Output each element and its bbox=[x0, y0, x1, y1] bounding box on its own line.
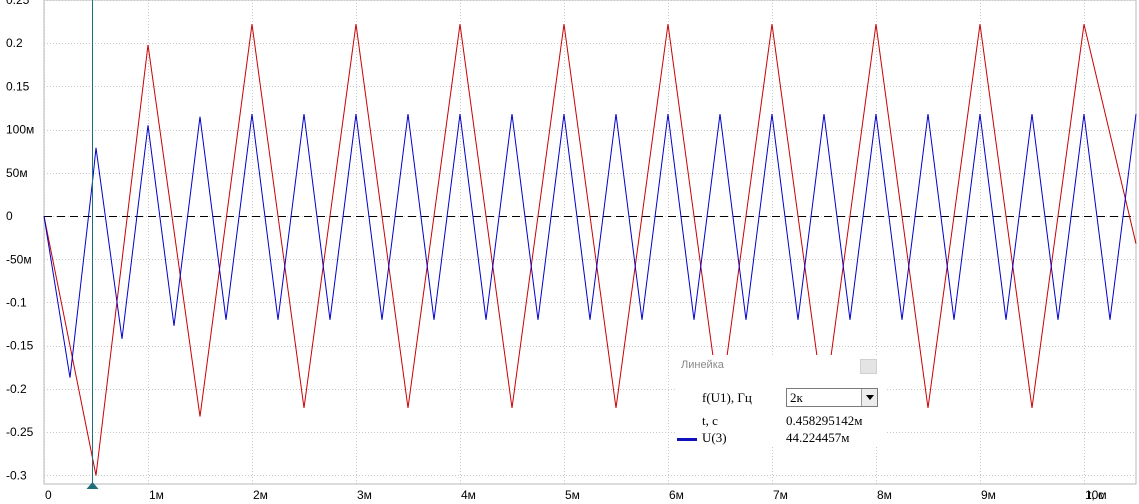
y-tick-label: -0.2 bbox=[6, 382, 27, 396]
series-label: U(3) bbox=[702, 430, 727, 445]
close-icon[interactable] bbox=[860, 359, 877, 374]
x-tick-label: 6м bbox=[669, 488, 684, 502]
series-line-1 bbox=[43, 114, 1137, 378]
x-tick-label: 0 bbox=[45, 488, 52, 502]
x-tick-label: 5м bbox=[565, 488, 580, 502]
freq-label: f(U1), Гц bbox=[702, 390, 752, 405]
x-tick-label: 9м bbox=[981, 488, 996, 502]
x-axis-label: t, с bbox=[1088, 488, 1104, 502]
series-value: 44.224457м bbox=[786, 430, 850, 445]
series-layer bbox=[43, 24, 1137, 476]
x-tick-label: 10м bbox=[1085, 488, 1107, 502]
ruler-panel[interactable]: Линейка f(U1), Гц 2к t, с 0.458295142м U… bbox=[675, 355, 885, 445]
x-tick-label: 8м bbox=[877, 488, 892, 502]
y-tick-label: -50м bbox=[6, 252, 32, 266]
grid bbox=[43, 0, 1137, 485]
y-tick-label: 0.2 bbox=[6, 36, 23, 50]
y-tick-label: -0.15 bbox=[6, 339, 34, 353]
y-tick-label: -0.1 bbox=[6, 296, 27, 310]
y-tick-label: 100м bbox=[6, 123, 34, 137]
freq-select[interactable]: 2к bbox=[786, 388, 878, 407]
y-tick-label: -0.25 bbox=[6, 425, 34, 439]
x-axis-tick-labels: 0 1м 2м 3м 4м 5м 6м 7м 8м 9м 10м bbox=[45, 488, 1107, 502]
x-tick-label: 4м bbox=[461, 488, 476, 502]
series-line-0 bbox=[43, 24, 1137, 476]
y-tick-label: 50м bbox=[6, 166, 28, 180]
x-tick-label: 2м bbox=[253, 488, 268, 502]
x-tick-label: 1м bbox=[149, 488, 164, 502]
y-tick-label: 0.15 bbox=[6, 79, 30, 93]
y-tick-label: 0.25 bbox=[6, 0, 30, 7]
cursor-marker-icon[interactable] bbox=[86, 482, 99, 489]
chevron-down-icon[interactable] bbox=[861, 389, 877, 406]
x-tick-label: 7м bbox=[773, 488, 788, 502]
series-swatch bbox=[677, 438, 697, 441]
time-label: t, с bbox=[702, 413, 718, 428]
plot-border bbox=[43, 0, 1137, 485]
freq-select-value: 2к bbox=[790, 390, 803, 405]
y-axis-tick-labels: 0.25 0.2 0.15 100м 50м 0 -50м -0.1 -0.15 -0.2 -0.2… bbox=[6, 0, 34, 482]
ruler-title: Линейка bbox=[681, 359, 724, 371]
y-tick-label: 0 bbox=[6, 209, 13, 223]
y-tick-label: -0.3 bbox=[6, 468, 27, 482]
time-value: 0.458295142м bbox=[786, 413, 863, 428]
x-tick-label: 3м bbox=[357, 488, 372, 502]
